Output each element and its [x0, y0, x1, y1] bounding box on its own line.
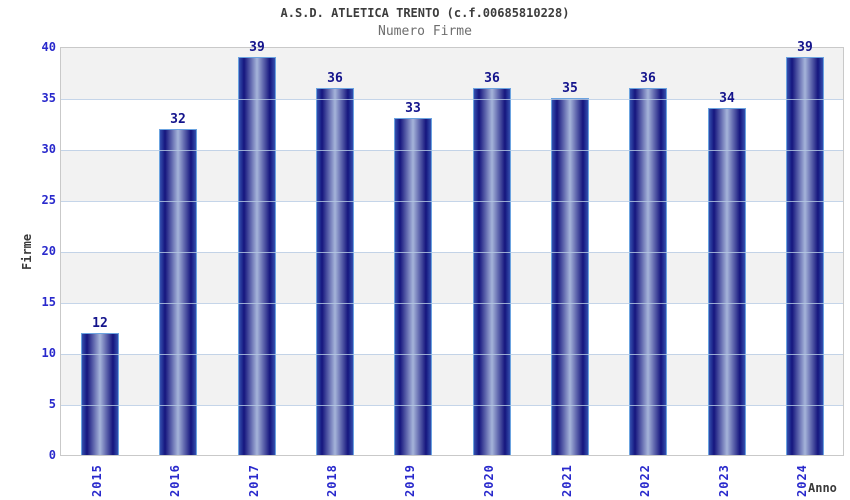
bar-value-label: 32: [170, 112, 186, 127]
x-tick-label: 2015: [90, 464, 104, 498]
bar-2020: [473, 88, 511, 455]
plot-area: 12 32 39 36 33 36 35 36 34 39: [60, 41, 844, 456]
y-tick-label: 25: [41, 193, 56, 207]
y-tick-label: 15: [41, 295, 56, 309]
x-tick-label: 2022: [638, 464, 652, 498]
y-tick-label: 5: [48, 397, 56, 411]
y-tick-label: 10: [41, 346, 56, 360]
y-tick-label: 30: [41, 142, 56, 156]
bar-2016: [159, 129, 197, 455]
gridline: [61, 99, 843, 100]
bar-value-label: 36: [327, 71, 343, 86]
bar-2019: [394, 118, 432, 455]
bar-2023: [708, 108, 746, 455]
x-tick-label: 2016: [168, 464, 182, 498]
y-tick-label: 20: [41, 244, 56, 258]
y-tick-label: 40: [41, 40, 56, 54]
x-tick-label: 2020: [482, 464, 496, 498]
gridline: [61, 252, 843, 253]
x-tick-label: 2017: [247, 464, 261, 498]
bar-value-label: 12: [92, 316, 108, 331]
bar-value-label: 39: [797, 40, 813, 55]
bar-2018: [316, 88, 354, 455]
bar-2017: [238, 57, 276, 455]
y-tick-label: 0: [48, 448, 56, 462]
chart-title: A.S.D. ATLETICA TRENTO (c.f.00685810228): [280, 6, 570, 20]
x-axis-title: Anno: [808, 481, 837, 495]
bar-value-label: 36: [484, 71, 500, 86]
bar-2024: [786, 57, 824, 455]
gridline: [61, 150, 843, 151]
bar-value-label: 34: [719, 91, 735, 106]
x-tick-label: 2019: [403, 464, 417, 498]
gridline: [61, 354, 843, 355]
x-tick-label: 2021: [560, 464, 574, 498]
bar-2015: [81, 333, 119, 455]
gridline: [61, 303, 843, 304]
bar-value-label: 39: [249, 40, 265, 55]
bar-2022: [629, 88, 667, 455]
gridline: [61, 201, 843, 202]
bar-2021: [551, 98, 589, 455]
chart-subtitle: Numero Firme: [378, 24, 472, 39]
y-tick-label: 35: [41, 91, 56, 105]
bar-value-label: 33: [405, 101, 421, 116]
x-tick-label: 2018: [325, 464, 339, 498]
x-tick-label: 2023: [717, 464, 731, 498]
gridline: [61, 405, 843, 406]
bar-value-label: 36: [640, 71, 656, 86]
bar-value-label: 35: [562, 81, 578, 96]
